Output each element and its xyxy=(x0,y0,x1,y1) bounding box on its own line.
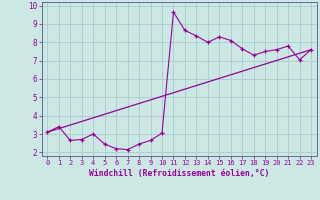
X-axis label: Windchill (Refroidissement éolien,°C): Windchill (Refroidissement éolien,°C) xyxy=(89,169,269,178)
